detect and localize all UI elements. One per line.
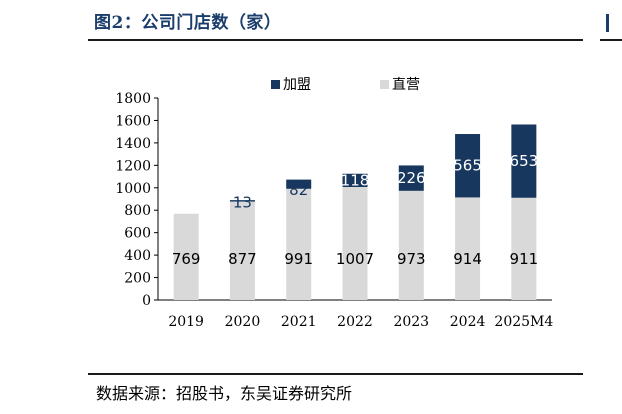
data-label-franchise-2024: 565 <box>453 157 482 175</box>
data-label-franchise-2021: 82 <box>289 181 308 199</box>
figure-title: 图2：公司门店数（家） <box>94 13 282 33</box>
bar-direct-2021 <box>286 188 312 300</box>
data-label-franchise-2025M4: 653 <box>510 152 539 170</box>
data-label-direct-2021: 991 <box>284 250 313 268</box>
data-label-direct-2019: 769 <box>172 250 201 268</box>
data-label-direct-2023: 973 <box>397 250 426 268</box>
bar-franchise-2020 <box>229 200 255 202</box>
bar-direct-2022 <box>342 186 368 300</box>
y-tick-label: 200 <box>124 271 151 287</box>
y-tick-label: 1600 <box>115 113 151 129</box>
y-tick-label: 400 <box>124 248 151 264</box>
bar-direct-2020 <box>229 201 255 300</box>
bar-direct-2023 <box>398 190 424 300</box>
y-tick-label: 1800 <box>115 91 151 107</box>
y-tick-label: 1000 <box>115 181 151 197</box>
y-tick-label: 1400 <box>115 136 151 152</box>
x-tick-label: 2024 <box>450 314 486 330</box>
bar-franchise-2022 <box>342 173 368 187</box>
source-note: 数据来源：招股书，东吴证券研究所 <box>96 384 353 403</box>
legend-swatch-0 <box>271 80 280 89</box>
y-tick-label: 1200 <box>115 158 151 174</box>
x-tick-label: 2020 <box>225 314 261 330</box>
adjacent-figure-rule <box>600 39 622 41</box>
data-label-franchise-2022: 118 <box>341 171 370 189</box>
data-label-direct-2024: 914 <box>453 250 482 268</box>
bar-direct-2024 <box>455 197 481 300</box>
adjacent-figure-marker <box>606 14 609 32</box>
bar-franchise-2025M4 <box>511 124 537 198</box>
data-label-direct-2025M4: 911 <box>510 250 539 268</box>
top-rule <box>88 39 583 41</box>
data-label-direct-2022: 1007 <box>336 250 374 268</box>
bar-direct-2019 <box>173 213 199 300</box>
y-tick-label: 600 <box>124 226 151 242</box>
x-tick-label: 2025M4 <box>494 314 553 330</box>
legend-label-0: 加盟 <box>283 77 311 93</box>
bar-franchise-2021 <box>286 179 312 189</box>
y-tick-label: 0 <box>142 293 151 309</box>
x-tick-label: 2021 <box>281 314 317 330</box>
x-tick-label: 2023 <box>393 314 429 330</box>
data-label-franchise-2020: 13 <box>233 194 252 212</box>
bottom-rule <box>88 373 583 375</box>
data-label-franchise-2023: 226 <box>397 169 426 187</box>
x-tick-label: 2019 <box>168 314 204 330</box>
x-tick-label: 2022 <box>337 314 373 330</box>
legend-swatch-1 <box>380 80 389 89</box>
legend-label-1: 直营 <box>392 76 420 93</box>
y-tick-label: 800 <box>124 203 151 219</box>
bar-franchise-2024 <box>455 134 481 198</box>
bar-direct-2025M4 <box>511 197 537 300</box>
data-label-direct-2020: 877 <box>228 250 257 268</box>
bar-franchise-2023 <box>398 165 424 191</box>
